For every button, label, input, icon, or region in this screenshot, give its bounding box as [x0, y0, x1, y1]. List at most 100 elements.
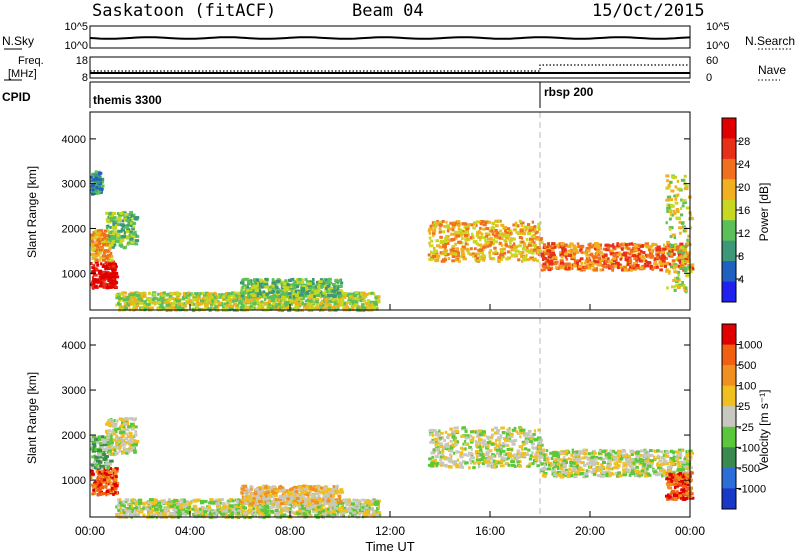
echo-cell — [134, 307, 137, 311]
echo-cell — [484, 238, 487, 242]
echo-cell — [112, 468, 116, 472]
echo-cell — [150, 306, 154, 310]
echo-cell — [217, 295, 220, 299]
echo-cell — [640, 266, 644, 270]
echo-cell — [297, 505, 301, 509]
echo-cell — [524, 228, 528, 232]
echo-cell — [227, 295, 231, 299]
echo-cell — [157, 501, 162, 505]
echo-cell — [129, 230, 134, 234]
echo-cell — [564, 243, 568, 247]
echo-cell — [320, 285, 324, 288]
echo-cell — [126, 228, 131, 232]
echo-cell — [331, 513, 337, 517]
echo-cell — [128, 425, 133, 429]
echo-cell — [196, 306, 199, 310]
echo-cell — [176, 513, 182, 517]
echo-cell — [577, 245, 580, 249]
echo-cell — [290, 497, 294, 501]
echo-cell — [351, 502, 355, 506]
echo-cell — [369, 513, 372, 517]
echo-cell — [151, 513, 155, 517]
echo-cell — [560, 255, 564, 259]
echo-cell — [112, 220, 115, 224]
echo-cell — [304, 278, 308, 282]
echo-cell — [123, 422, 127, 426]
freq-strip: Freq. [MHz] 18 8 60 0 Nave — [4, 55, 786, 84]
echo-cell — [113, 428, 118, 432]
echo-cell — [519, 221, 525, 225]
echo-cell — [340, 301, 346, 305]
echo-cell — [253, 510, 257, 514]
power-ylabel: Slant Range [km] — [25, 166, 39, 258]
echo-cell — [551, 251, 556, 255]
echo-cell — [513, 248, 518, 252]
echo-cell — [90, 476, 93, 479]
echo-cell — [499, 253, 505, 257]
echo-cell — [614, 259, 617, 263]
echo-cell — [167, 509, 170, 513]
echo-cell — [474, 252, 479, 256]
echo-cell — [229, 304, 234, 308]
echo-cell — [442, 230, 446, 234]
echo-cell — [259, 307, 264, 311]
echo-cell — [358, 306, 362, 310]
echo-cell — [106, 240, 111, 244]
echo-cell — [292, 485, 298, 489]
echo-cell — [510, 253, 516, 257]
echo-cell — [92, 175, 95, 179]
echo-cell — [635, 264, 640, 267]
echo-cell — [105, 473, 111, 476]
echo-cell — [212, 303, 217, 307]
echo-cell — [501, 232, 506, 236]
echo-cell — [632, 266, 636, 270]
echo-cell — [196, 499, 200, 503]
echo-cell — [115, 436, 120, 440]
echo-cell — [650, 249, 654, 253]
echo-cell — [673, 266, 676, 270]
echo-cell — [651, 254, 655, 258]
freq-label: Freq. — [18, 55, 44, 67]
echo-cell — [590, 252, 594, 256]
echo-cell — [331, 298, 336, 302]
echo-cell — [528, 250, 532, 254]
echo-cell — [578, 259, 582, 263]
echo-cell — [282, 285, 285, 288]
echo-cell — [275, 303, 278, 307]
echo-cell — [116, 427, 121, 431]
echo-cell — [637, 244, 640, 248]
echo-cell — [530, 248, 533, 252]
echo-cell — [626, 263, 632, 266]
echo-cell — [101, 438, 106, 442]
echo-cell — [305, 504, 310, 508]
echo-cell — [101, 237, 104, 241]
echo-cell — [449, 252, 455, 255]
echo-cell — [478, 238, 482, 242]
echo-cell — [231, 499, 235, 503]
echo-cell — [305, 289, 311, 293]
echo-cell — [314, 300, 319, 304]
echo-cell — [117, 237, 121, 241]
echo-cell — [179, 503, 183, 506]
echo-cell — [243, 296, 248, 300]
echo-cell — [682, 225, 686, 229]
echo-cell — [537, 222, 541, 226]
echo-cell — [336, 484, 339, 488]
echo-cell — [465, 247, 470, 251]
echo-cell — [434, 259, 439, 263]
echo-cell — [100, 492, 106, 495]
echo-cell — [249, 487, 253, 491]
echo-cell — [491, 225, 494, 229]
echo-cell — [546, 249, 551, 253]
echo-cell — [261, 492, 267, 496]
echo-cell — [455, 247, 459, 251]
echo-cell — [92, 264, 96, 268]
echo-cell — [526, 258, 531, 261]
echo-cell — [105, 462, 110, 466]
echo-cell — [476, 231, 482, 235]
echo-cell — [95, 258, 99, 262]
echo-cell — [119, 506, 122, 510]
echo-cell — [196, 514, 200, 518]
echo-cell — [310, 304, 314, 308]
echo-cell — [461, 237, 464, 240]
